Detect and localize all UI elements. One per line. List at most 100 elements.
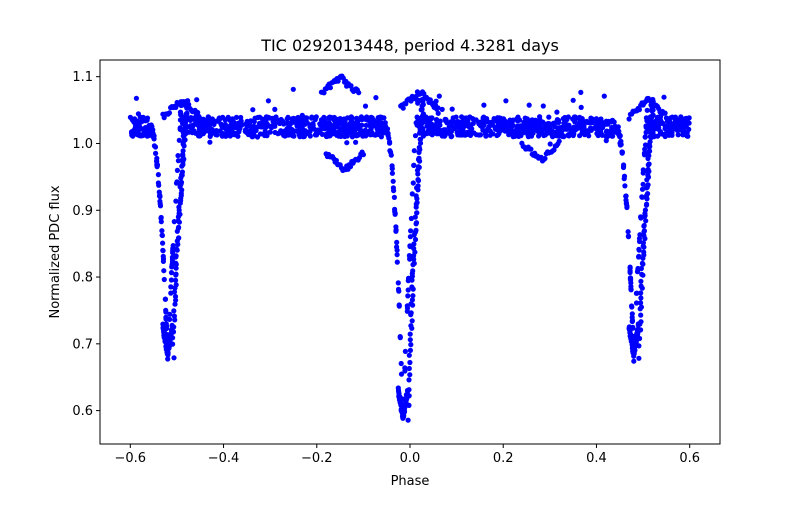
data-point xyxy=(156,182,162,188)
data-point xyxy=(181,136,187,142)
data-point xyxy=(307,133,313,139)
data-point xyxy=(272,123,278,129)
data-point xyxy=(209,116,215,122)
data-point xyxy=(344,140,350,146)
data-point xyxy=(174,167,180,173)
data-point xyxy=(394,247,400,253)
data-point xyxy=(408,310,414,316)
data-point xyxy=(528,146,534,152)
data-point xyxy=(272,129,278,136)
data-point xyxy=(647,127,654,133)
data-point xyxy=(388,149,394,155)
data-point xyxy=(176,235,182,241)
data-point xyxy=(503,121,509,127)
data-point xyxy=(638,312,644,318)
data-point xyxy=(171,308,177,314)
data-point xyxy=(427,127,433,133)
data-point xyxy=(672,117,679,123)
data-point xyxy=(407,359,413,366)
data-point xyxy=(623,197,629,203)
data-point xyxy=(640,240,647,246)
data-point xyxy=(165,356,171,362)
data-point xyxy=(415,183,421,189)
data-point xyxy=(200,126,206,132)
data-point xyxy=(497,128,503,134)
data-point xyxy=(383,130,389,136)
data-point xyxy=(149,131,155,137)
data-point xyxy=(675,124,682,130)
data-point xyxy=(353,139,359,145)
data-point xyxy=(173,198,179,204)
data-point xyxy=(603,138,609,144)
data-point xyxy=(410,293,416,299)
data-point xyxy=(411,148,417,154)
x-axis-ticks: −0.6 −0.4 −0.2 0.0 0.2 0.4 0.6 xyxy=(115,444,700,466)
x-tick-label: 0.6 xyxy=(679,451,700,466)
data-point xyxy=(639,260,646,266)
data-point xyxy=(127,114,133,120)
data-point xyxy=(533,119,540,125)
data-point xyxy=(490,131,496,137)
data-point xyxy=(400,105,406,111)
data-point xyxy=(621,163,627,170)
data-point xyxy=(139,119,145,125)
data-point xyxy=(230,121,237,127)
data-point xyxy=(643,218,649,224)
data-point xyxy=(408,323,414,329)
data-point xyxy=(585,119,591,126)
data-point xyxy=(413,193,419,199)
data-point xyxy=(508,126,514,132)
data-point xyxy=(646,148,652,154)
data-point xyxy=(144,117,150,123)
data-point xyxy=(153,150,159,156)
data-point xyxy=(397,335,403,341)
data-point xyxy=(609,133,615,139)
data-point xyxy=(391,194,397,200)
data-point xyxy=(644,118,650,124)
data-point xyxy=(417,140,424,146)
data-point xyxy=(140,114,146,120)
data-point xyxy=(644,107,650,113)
data-point xyxy=(296,124,302,130)
data-point xyxy=(638,283,644,289)
data-point xyxy=(635,326,641,332)
data-point xyxy=(566,133,572,139)
data-point xyxy=(408,215,414,222)
data-point xyxy=(382,123,388,129)
data-point xyxy=(629,314,635,320)
data-point xyxy=(419,103,425,109)
data-point xyxy=(411,162,417,168)
data-point xyxy=(413,120,419,126)
data-point xyxy=(557,129,563,135)
data-point xyxy=(391,188,397,194)
data-point xyxy=(163,316,169,322)
data-point xyxy=(282,128,288,134)
data-point xyxy=(625,234,632,240)
data-point xyxy=(347,164,354,170)
data-point xyxy=(670,126,677,132)
data-point xyxy=(464,129,471,135)
data-point xyxy=(626,116,632,122)
data-point xyxy=(369,115,375,121)
data-point xyxy=(617,142,624,148)
data-point xyxy=(409,277,415,283)
data-point xyxy=(312,116,318,123)
data-point xyxy=(636,107,643,113)
data-point xyxy=(303,131,309,137)
data-point xyxy=(633,300,640,306)
data-point xyxy=(635,321,642,327)
data-point xyxy=(278,128,284,134)
data-point xyxy=(409,191,415,197)
data-point xyxy=(173,277,179,283)
data-point xyxy=(521,119,527,125)
data-point xyxy=(168,270,175,276)
data-point xyxy=(189,130,196,136)
data-point xyxy=(352,120,358,127)
data-point xyxy=(169,264,175,270)
data-point xyxy=(401,409,408,415)
data-point xyxy=(643,202,650,208)
data-point xyxy=(165,350,171,356)
data-point xyxy=(163,307,169,313)
data-point xyxy=(601,93,607,99)
data-point xyxy=(412,236,419,243)
